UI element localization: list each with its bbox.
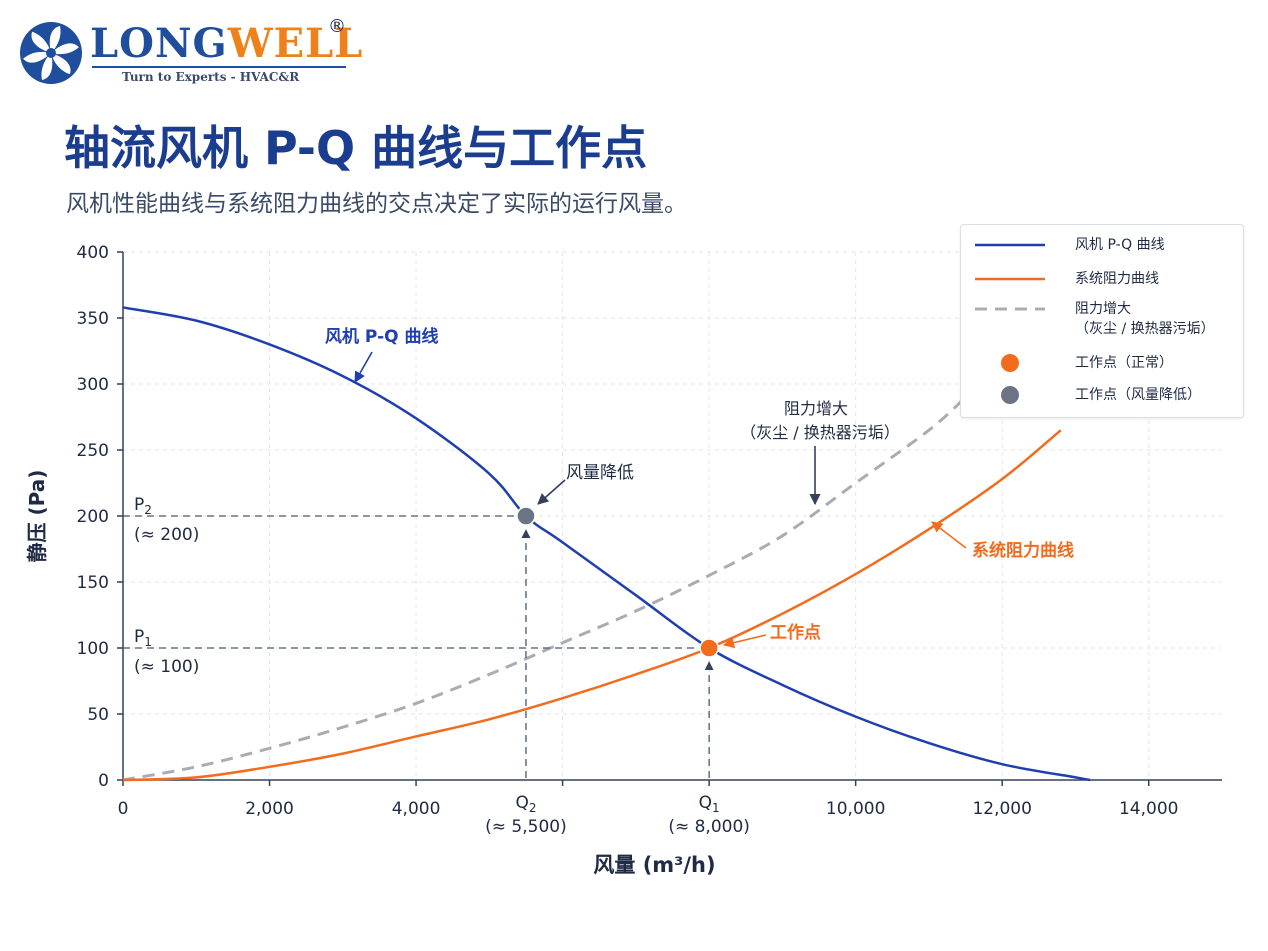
legend-swatch-fan-curve: [975, 243, 1045, 247]
q-label-reduced: Q2: [515, 793, 536, 815]
q-letter: Q: [515, 793, 528, 813]
page-title: 轴流风机 P-Q 曲线与工作点: [64, 121, 648, 175]
y-tick-label: 200: [77, 507, 109, 527]
guide-lines: [123, 515, 714, 778]
logo-wordmark-well: WELL: [227, 20, 364, 67]
x-tick-label: 10,000: [826, 799, 885, 819]
operating-point-reduced: [516, 506, 536, 526]
q-subscript: 2: [529, 801, 537, 815]
y-tick-label: 250: [77, 441, 109, 461]
y-tick-label: 350: [77, 309, 109, 329]
x-tick-label: 14,000: [1119, 799, 1178, 819]
p-value-normal: (≈ 100): [134, 657, 199, 677]
annotation-arrow-fan-curve: [354, 351, 373, 383]
annotation-fan-curve: 风机 P-Q 曲线: [325, 326, 439, 347]
callout-label-normal-point: 工作点: [770, 622, 821, 643]
y-tick-label: 50: [87, 705, 109, 725]
callout-arrow-normal-point: [722, 634, 767, 649]
y-tick-label: 150: [77, 573, 109, 593]
x-tick-label: 12,000: [972, 799, 1031, 819]
x-tick-label: 0: [118, 799, 129, 819]
series-fan-curve: [122, 306, 1091, 782]
y-tick-label: 300: [77, 375, 109, 395]
p-value-reduced: (≈ 200): [134, 525, 199, 545]
q-value-normal: (≈ 8,000): [668, 817, 750, 837]
legend-label-fan-curve: 风机 P-Q 曲线: [1075, 237, 1165, 253]
x-tick-label: 4,000: [392, 799, 441, 819]
logo-wordmark-long: LONG: [90, 20, 228, 67]
chart-legend: 风机 P-Q 曲线 系统阻力曲线 阻力增大 （灰尘 / 换热器污垢） 工作点（正…: [960, 224, 1244, 418]
y-tick-label: 0: [98, 771, 109, 791]
logo-underline: [92, 66, 346, 68]
operating-point-normal: [699, 638, 719, 658]
p-letter: P: [134, 627, 144, 647]
operating-points: [516, 506, 719, 658]
annotation-increased-line1: 阻力增大: [784, 399, 848, 418]
registered-mark: ®: [328, 16, 346, 37]
fan-logo-icon: [20, 22, 82, 84]
chart-annotations: Q1(≈ 8,000)P1(≈ 100)Q2(≈ 5,500)P2(≈ 200)…: [134, 326, 1074, 837]
legend-swatch-reduced-point: [1001, 386, 1019, 404]
annotation-system-curve: 系统阻力曲线: [972, 540, 1074, 561]
p-label-normal: P1: [134, 627, 152, 649]
axes: 0 50 100 150 200 250 300 350 400 0 2,000 4,000 10,00…: [25, 243, 1222, 877]
legend-swatch-increased-resistance: [975, 307, 1045, 311]
legend-label-system-curve: 系统阻力曲线: [1075, 271, 1159, 287]
x-tick-label: 2,000: [245, 799, 294, 819]
legend-label-increased-resistance: 阻力增大: [1075, 301, 1131, 317]
legend-swatch-normal-point: [1001, 354, 1019, 372]
p-letter: P: [134, 495, 144, 515]
legend-swatch-system-curve: [975, 277, 1045, 281]
annotation-arrow-system-curve: [931, 521, 967, 549]
legend-label-normal-point: 工作点（正常）: [1075, 355, 1173, 371]
y-tick-label: 400: [77, 243, 109, 263]
annotation-increased-line2: （灰尘 / 换热器污垢）: [740, 423, 900, 442]
x-axis-title: 风量 (m³/h): [593, 853, 715, 877]
series-increased-resistance: [122, 396, 967, 782]
p-label-reduced: P2: [134, 495, 152, 517]
logo-tagline: Turn to Experts - HVAC&R: [122, 70, 300, 84]
callout-label-reduced-point: 风量降低: [566, 463, 634, 483]
legend-label-increased-resistance-note: （灰尘 / 换热器污垢）: [1075, 321, 1215, 337]
p-subscript: 1: [144, 635, 152, 649]
callout-arrow-reduced-point: [537, 479, 566, 505]
legend-label-reduced-point: 工作点（风量降低）: [1075, 387, 1201, 403]
y-tick-label: 100: [77, 639, 109, 659]
y-axis-title: 静压 (Pa): [25, 470, 49, 563]
q-subscript: 1: [712, 801, 720, 815]
series-lines: [122, 306, 1091, 782]
q-label-normal: Q1: [699, 793, 720, 815]
series-system-curve: [122, 429, 1062, 782]
page-subtitle: 风机性能曲线与系统阻力曲线的交点决定了实际的运行风量。: [66, 191, 687, 217]
q-value-reduced: (≈ 5,500): [485, 817, 567, 837]
p-subscript: 2: [144, 503, 152, 517]
q-letter: Q: [699, 793, 712, 813]
brand-logo: LONGWELL ® Turn to Experts - HVAC&R: [18, 16, 362, 88]
logo-wordmark: LONGWELL: [90, 20, 363, 68]
